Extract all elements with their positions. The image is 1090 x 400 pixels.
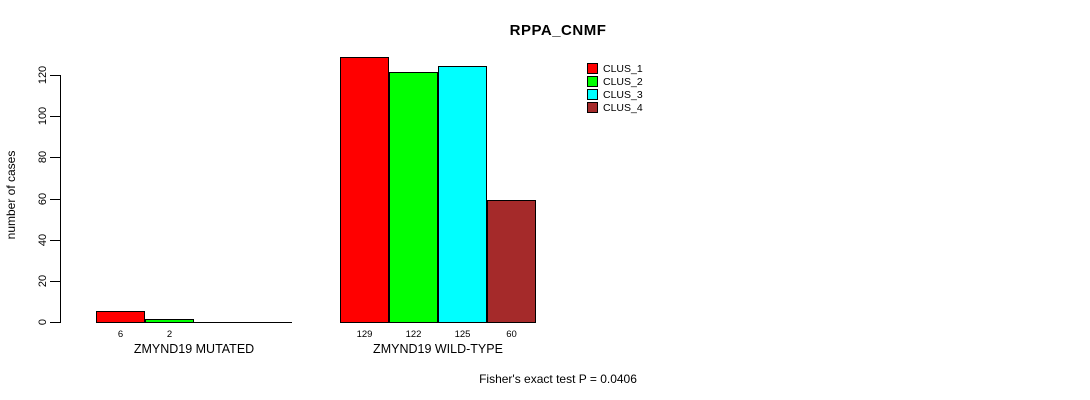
bar-clus_2-wild-type: [389, 72, 438, 323]
y-tick-label: 80: [37, 151, 49, 164]
legend-row: CLUS_2: [587, 75, 643, 88]
y-tick-mark: [50, 116, 60, 118]
y-axis-label: number of cases: [4, 150, 18, 240]
y-tick-label: 120: [37, 65, 49, 85]
bar-clus_3-wild-type: [438, 66, 487, 323]
legend-label: CLUS_2: [603, 75, 643, 88]
y-tick-mark: [50, 75, 60, 76]
bar-value-label: 122: [405, 329, 422, 340]
y-tick-mark: [50, 322, 60, 323]
x-axis-baseline: [96, 322, 292, 323]
legend-row: CLUS_4: [587, 101, 643, 114]
y-tick-mark: [50, 157, 60, 159]
y-axis-line: [60, 75, 61, 323]
bar-clus_1-mutated: [96, 311, 145, 323]
chart-title: RPPA_CNMF: [509, 22, 607, 39]
bar-value-label: 2: [166, 329, 173, 340]
y-tick-label: 60: [37, 192, 49, 205]
legend-swatch-clus_2: [587, 76, 598, 87]
bar-value-label: 60: [506, 329, 517, 340]
bar-value-label: 125: [454, 329, 471, 340]
legend-row: CLUS_3: [587, 88, 643, 101]
y-tick-label: 0: [37, 318, 49, 326]
y-tick-mark: [50, 198, 60, 200]
legend-label: CLUS_1: [603, 62, 643, 75]
y-tick-mark: [50, 280, 60, 282]
group-label: ZMYND19 MUTATED: [133, 342, 255, 356]
y-tick-mark: [50, 239, 60, 241]
y-tick-label: 100: [37, 106, 49, 126]
legend-swatch-clus_1: [587, 63, 598, 74]
bar-clus_4-wild-type: [487, 200, 536, 323]
group-label: ZMYND19 WILD-TYPE: [373, 342, 503, 356]
y-tick-label: 40: [37, 233, 49, 246]
annotation-text: Fisher's exact test P = 0.0406: [479, 372, 637, 386]
y-tick-label: 20: [37, 274, 49, 287]
legend-label: CLUS_3: [603, 88, 643, 101]
legend-label: CLUS_4: [603, 101, 643, 114]
bar-value-label: 6: [117, 329, 124, 340]
bar-clus_1-wild-type: [340, 57, 389, 323]
bar-clus_2-mutated: [145, 319, 194, 323]
legend-swatch-clus_3: [587, 89, 598, 100]
legend-swatch-clus_4: [587, 102, 598, 113]
legend-row: CLUS_1: [587, 62, 643, 75]
bar-value-label: 129: [356, 329, 373, 340]
legend: CLUS_1 CLUS_2 CLUS_3 CLUS_4: [587, 62, 643, 114]
